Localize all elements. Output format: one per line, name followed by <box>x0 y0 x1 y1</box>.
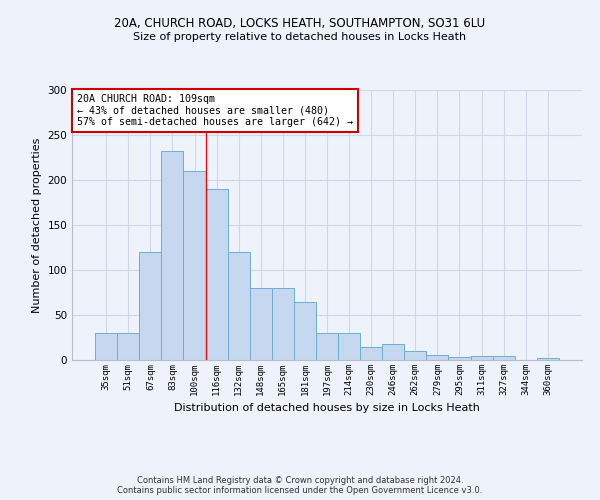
Bar <box>404 351 427 360</box>
Text: 20A CHURCH ROAD: 109sqm
← 43% of detached houses are smaller (480)
57% of semi-d: 20A CHURCH ROAD: 109sqm ← 43% of detache… <box>77 94 353 127</box>
Bar <box>272 288 294 360</box>
Bar <box>493 356 515 360</box>
Bar <box>139 252 161 360</box>
Text: Contains HM Land Registry data © Crown copyright and database right 2024.
Contai: Contains HM Land Registry data © Crown c… <box>118 476 482 495</box>
Bar <box>184 171 206 360</box>
Bar <box>206 189 227 360</box>
Y-axis label: Number of detached properties: Number of detached properties <box>32 138 42 312</box>
Text: Size of property relative to detached houses in Locks Heath: Size of property relative to detached ho… <box>133 32 467 42</box>
Bar <box>427 354 448 360</box>
Bar <box>338 333 360 360</box>
Bar <box>382 344 404 360</box>
Bar <box>448 358 470 360</box>
X-axis label: Distribution of detached houses by size in Locks Heath: Distribution of detached houses by size … <box>174 404 480 413</box>
Bar <box>117 333 139 360</box>
Bar <box>360 348 382 360</box>
Bar <box>95 333 117 360</box>
Bar <box>250 288 272 360</box>
Bar <box>537 358 559 360</box>
Bar <box>470 356 493 360</box>
Bar <box>294 302 316 360</box>
Text: 20A, CHURCH ROAD, LOCKS HEATH, SOUTHAMPTON, SO31 6LU: 20A, CHURCH ROAD, LOCKS HEATH, SOUTHAMPT… <box>115 18 485 30</box>
Bar <box>316 333 338 360</box>
Bar <box>161 151 184 360</box>
Bar <box>227 252 250 360</box>
